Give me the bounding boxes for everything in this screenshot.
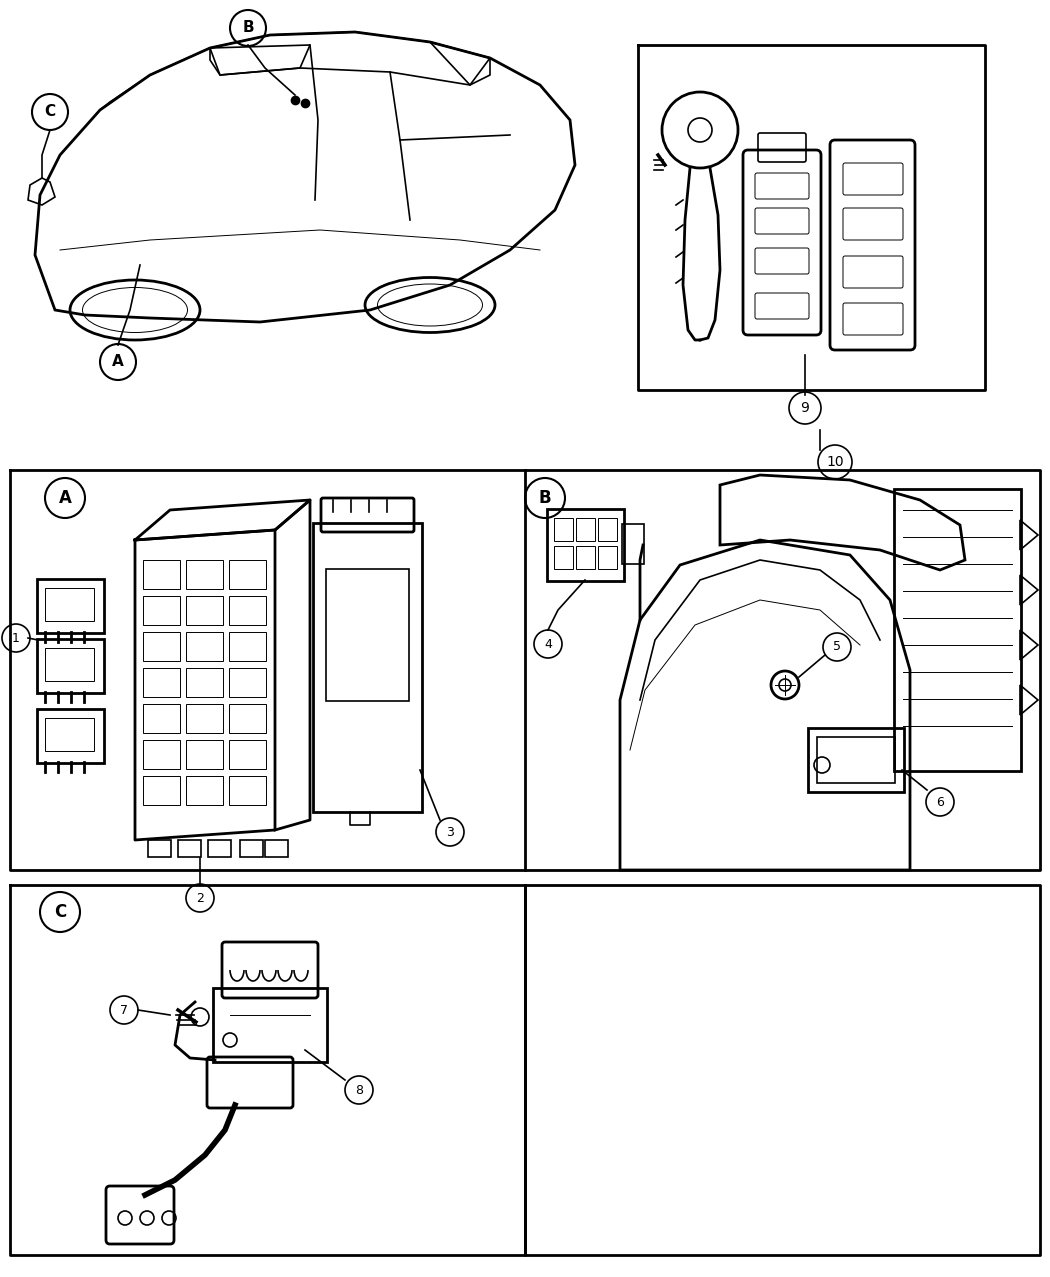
Text: 10: 10 (826, 455, 844, 469)
Text: C: C (54, 903, 66, 921)
Text: B: B (243, 20, 254, 36)
Text: 2: 2 (196, 891, 204, 904)
Text: 7: 7 (120, 1004, 128, 1016)
Text: 4: 4 (544, 637, 552, 650)
Text: 8: 8 (355, 1083, 363, 1097)
Text: 5: 5 (833, 641, 841, 654)
Text: 6: 6 (936, 796, 944, 808)
Text: A: A (59, 489, 71, 507)
Text: 9: 9 (800, 401, 810, 415)
Text: C: C (44, 105, 56, 120)
Text: 3: 3 (446, 825, 454, 839)
Text: B: B (539, 489, 551, 507)
Text: 1: 1 (12, 632, 20, 645)
Text: A: A (112, 355, 124, 369)
